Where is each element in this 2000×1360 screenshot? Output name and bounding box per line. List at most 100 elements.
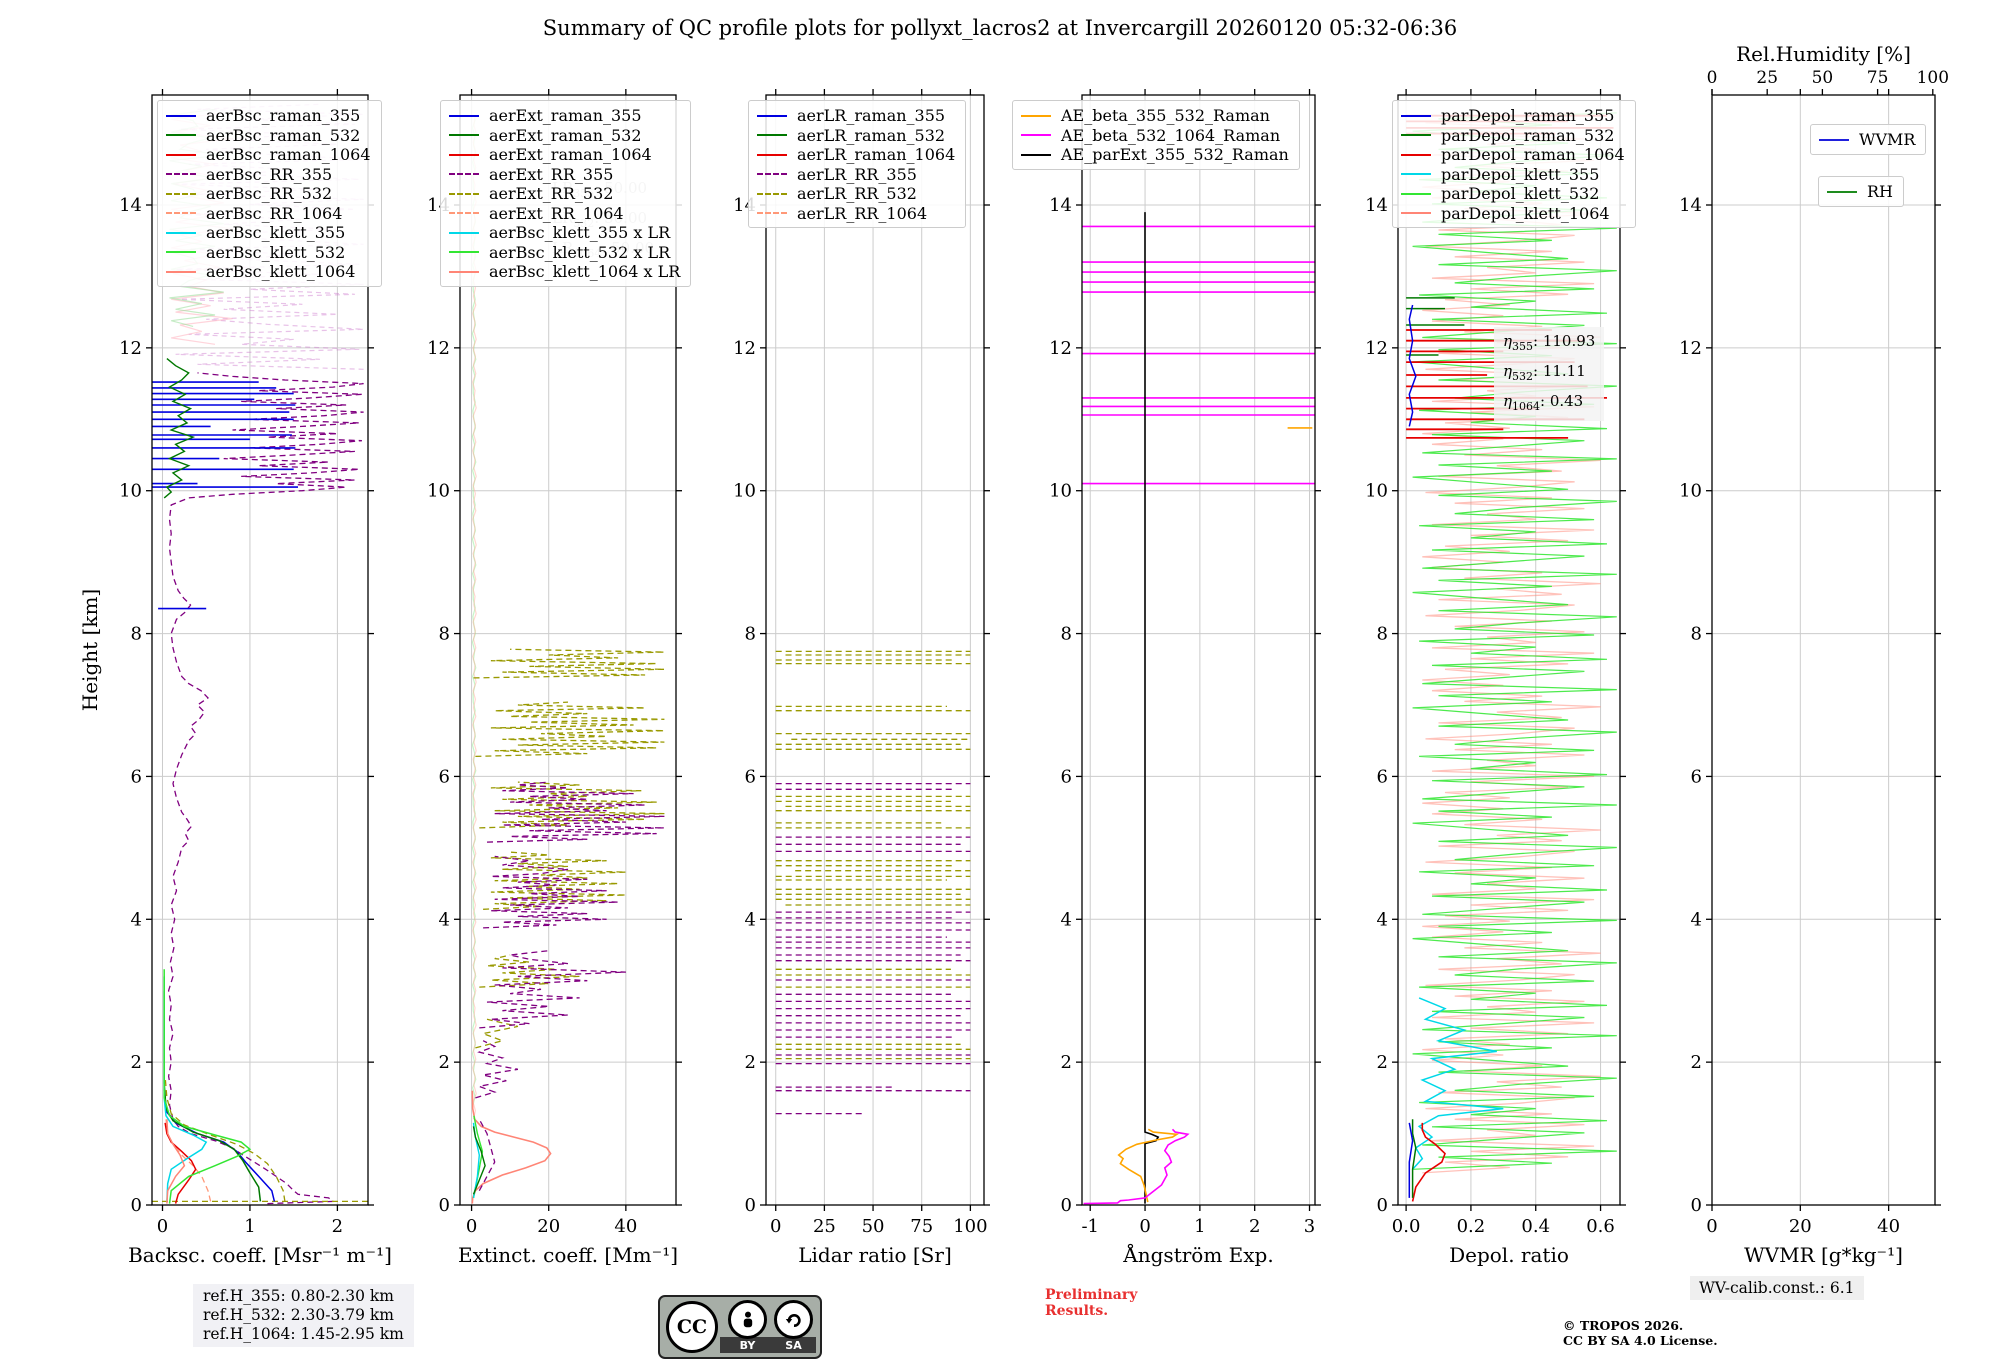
y-tick-label: 4 xyxy=(131,909,142,930)
AE_parExt_355_532 xyxy=(1144,212,1160,1204)
top-axis-tick-label: 25 xyxy=(1756,68,1778,88)
x-tick-label: 2 xyxy=(332,1216,343,1237)
y-tick-label: 2 xyxy=(745,1052,756,1073)
x-tick-label: 25 xyxy=(813,1216,836,1237)
y-tick-label: 6 xyxy=(745,766,756,787)
y-tick-label: 2 xyxy=(1061,1052,1072,1073)
x-tick-label: 1 xyxy=(1194,1216,1205,1237)
x-tick-label: 0.0 xyxy=(1392,1216,1421,1237)
y-tick-label: 0 xyxy=(1061,1195,1072,1216)
aerExt_raman_532_low xyxy=(472,1126,486,1195)
axes-frame xyxy=(459,94,677,1206)
y-tick-label: 10 xyxy=(1049,481,1072,502)
x-tick-label: 3 xyxy=(1304,1216,1315,1237)
x-tick-label: 1 xyxy=(244,1216,255,1237)
aerBsc_RR_355 xyxy=(167,372,364,1205)
y-tick-label: 6 xyxy=(439,766,450,787)
y-tick-label: 2 xyxy=(1691,1052,1702,1073)
axes-frame xyxy=(1711,94,1936,1206)
parDepol_raman_355_low xyxy=(1408,1122,1414,1198)
x-axis-label: Lidar ratio [Sr] xyxy=(798,1243,952,1267)
y-tick-label: 6 xyxy=(1377,766,1388,787)
y-tick-label: 4 xyxy=(1061,909,1072,930)
aerBsc_klett_532_low xyxy=(163,969,252,1204)
y-tick-label: 2 xyxy=(1377,1052,1388,1073)
x-axis-label: WVMR [g*kg⁻¹] xyxy=(1744,1243,1903,1267)
x-tick-label: 0.4 xyxy=(1521,1216,1550,1237)
y-tick-label: 10 xyxy=(1365,481,1388,502)
x-tick-label: 0 xyxy=(466,1216,477,1237)
aerBsc_klett_1064_low xyxy=(166,1119,186,1204)
axes-frame xyxy=(1081,94,1316,1206)
y-tick-label: 0 xyxy=(131,1195,142,1216)
top-axis-tick-label: 0 xyxy=(1707,68,1718,88)
y-tick-label: 10 xyxy=(427,481,450,502)
aerBsc_RR_1064_low xyxy=(165,1119,212,1202)
y-tick-label: 2 xyxy=(131,1052,142,1073)
y-axis-label: Height [km] xyxy=(78,589,102,711)
y-tick-label: 8 xyxy=(1377,624,1388,645)
y-tick-label: 6 xyxy=(1691,766,1702,787)
aerBsc_klett_355_low xyxy=(163,976,208,1202)
x-tick-label: 20 xyxy=(537,1216,560,1237)
aerExt_RR_355_low xyxy=(478,1118,496,1192)
x-tick-label: 0 xyxy=(157,1216,168,1237)
y-tick-label: 8 xyxy=(131,624,142,645)
y-tick-label: 14 xyxy=(1365,195,1388,216)
axes-frame xyxy=(1397,94,1621,1206)
y-tick-label: 4 xyxy=(1377,909,1388,930)
AE_beta_532_1064 xyxy=(1083,1128,1190,1205)
aerExt_RR_532_c6 xyxy=(475,1018,519,1049)
y-tick-label: 14 xyxy=(119,195,142,216)
y-tick-label: 14 xyxy=(1679,195,1702,216)
x-tick-label: 100 xyxy=(953,1216,987,1237)
x-tick-label: 2 xyxy=(1249,1216,1260,1237)
panel-wvmr: 0 20 40 0 2 4 6 8 10 12 14 WVMR [g*kg⁻¹] 0 25 50 75 100 R… xyxy=(1679,42,1949,1267)
y-tick-label: 8 xyxy=(1061,624,1072,645)
parDepol_raman_355_upper xyxy=(1408,304,1417,427)
x-tick-label: -1 xyxy=(1081,1216,1099,1237)
y-tick-label: 8 xyxy=(439,624,450,645)
y-tick-label: 0 xyxy=(1377,1195,1388,1216)
x-tick-label: 20 xyxy=(1789,1216,1812,1237)
aerExt_RR_532_c5 xyxy=(479,954,580,988)
x-tick-label: 40 xyxy=(614,1216,637,1237)
y-tick-label: 0 xyxy=(745,1195,756,1216)
y-tick-label: 14 xyxy=(1049,195,1072,216)
aerExt_RR_355_c4 xyxy=(475,1040,519,1099)
aerBsc_RR_532_low xyxy=(164,1076,286,1202)
y-tick-label: 14 xyxy=(427,195,450,216)
y-tick-label: 12 xyxy=(1365,338,1388,359)
y-tick-label: 0 xyxy=(439,1195,450,1216)
y-tick-label: 0 xyxy=(1691,1195,1702,1216)
aerExt_RR_355_c2 xyxy=(483,855,619,929)
y-tick-label: 12 xyxy=(1679,338,1702,359)
y-tick-label: 14 xyxy=(733,195,756,216)
y-tick-label: 4 xyxy=(439,909,450,930)
axes-frame xyxy=(765,94,985,1206)
aerBsc_raman_532_low xyxy=(163,976,262,1202)
axes-frame xyxy=(151,94,369,1206)
x-tick-label: 0 xyxy=(1706,1216,1717,1237)
parDepol_klett_1064_noise xyxy=(1422,111,1601,1174)
y-tick-label: 12 xyxy=(733,338,756,359)
y-tick-label: 12 xyxy=(119,338,142,359)
x-axis-label: Ångström Exp. xyxy=(1122,1242,1273,1267)
y-tick-label: 12 xyxy=(1049,338,1072,359)
x-tick-label: 75 xyxy=(910,1216,933,1237)
parDepol_raman_1064_low xyxy=(1411,1122,1446,1202)
panel-lidar-ratio: 0 25 50 75 100 0 2 4 6 8 10 12 14 Lidar ratio [Sr] xyxy=(733,89,990,1267)
y-tick-label: 10 xyxy=(119,481,142,502)
y-tick-label: 8 xyxy=(745,624,756,645)
top-axis-tick-label: 75 xyxy=(1867,68,1889,88)
top-axis-tick-label: 100 xyxy=(1917,68,1949,88)
x-tick-label: 40 xyxy=(1877,1216,1900,1237)
aerExt_RR_532_c1 xyxy=(473,648,665,679)
figure-title: Summary of QC profile plots for pollyxt_… xyxy=(542,16,1458,40)
aerExt_RR_355_c3 xyxy=(479,950,626,1029)
aerBsc_raman_532_cloud xyxy=(163,358,196,499)
